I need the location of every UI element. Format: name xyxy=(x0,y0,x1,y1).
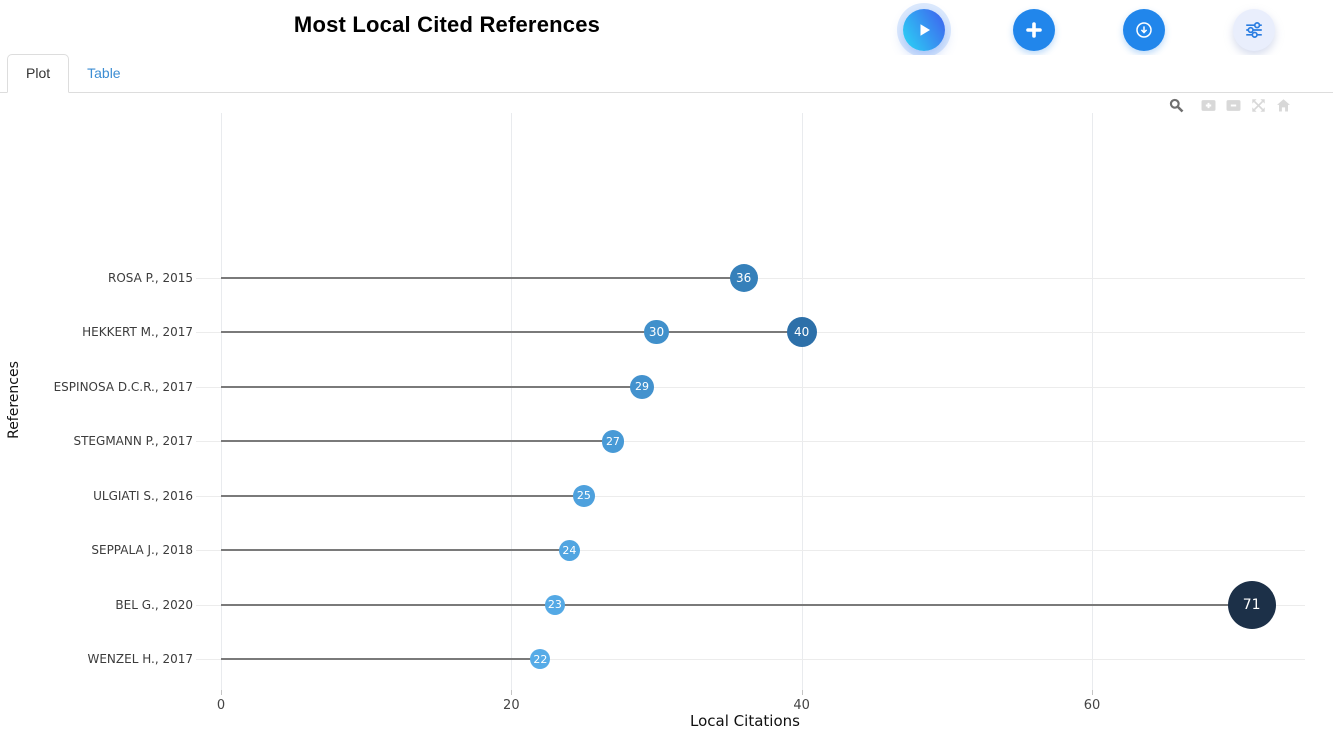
y-axis-category-label: HEKKERT M., 2017 xyxy=(82,325,193,340)
lollipop-stem xyxy=(221,549,570,552)
y-axis-category-label: STEGMANN P., 2017 xyxy=(73,434,193,449)
tab-table[interactable]: Table xyxy=(87,65,121,81)
x-gridline xyxy=(221,113,222,690)
zoom-in-icon[interactable] xyxy=(1200,97,1216,113)
y-gridline xyxy=(196,496,1305,497)
lollipop-stem xyxy=(221,385,642,388)
x-tick xyxy=(801,690,803,695)
lollipop-stem xyxy=(221,276,744,279)
x-gridline xyxy=(1092,113,1093,690)
download-circle-icon xyxy=(1135,21,1153,39)
sliders-icon xyxy=(1244,20,1264,40)
x-tick-label: 60 xyxy=(1083,698,1101,713)
lollipop-stem xyxy=(221,440,613,443)
x-tick-label: 40 xyxy=(793,698,810,713)
y-axis-title: References xyxy=(6,361,22,439)
page-title: Most Local Cited References xyxy=(293,12,601,37)
plus-icon xyxy=(1025,21,1043,39)
y-axis-category-label: SEPPALA J., 2018 xyxy=(91,543,193,558)
x-tick xyxy=(511,690,513,695)
download-button[interactable] xyxy=(1123,9,1165,51)
y-axis-category-label: ROSA P., 2015 xyxy=(108,270,193,285)
x-gridline xyxy=(511,113,513,690)
zoom-icon[interactable] xyxy=(1168,97,1184,113)
y-axis-category-label: WENZEL H., 2017 xyxy=(87,652,193,667)
data-point-marker[interactable]: 40 xyxy=(786,316,817,348)
add-button[interactable] xyxy=(1013,9,1055,51)
autoscale-icon[interactable] xyxy=(1250,97,1266,113)
lollipop-stem xyxy=(221,658,541,661)
data-point-marker[interactable]: 24 xyxy=(558,539,580,561)
zoom-out-icon[interactable] xyxy=(1225,97,1241,113)
play-icon xyxy=(915,21,933,39)
x-tick xyxy=(1092,690,1093,695)
data-point-marker[interactable]: 71 xyxy=(1227,580,1276,629)
y-gridline xyxy=(196,387,1305,388)
tab-plot[interactable]: Plot xyxy=(7,54,70,93)
data-point-marker[interactable]: 36 xyxy=(729,263,758,292)
run-button[interactable] xyxy=(903,9,945,51)
data-point-marker[interactable]: 29 xyxy=(629,374,654,399)
lollipop-stem xyxy=(221,603,1252,606)
reset-axes-icon[interactable] xyxy=(1275,97,1291,113)
x-tick xyxy=(221,690,222,695)
lollipop-stem xyxy=(221,494,584,497)
y-axis-category-label: BEL G., 2020 xyxy=(115,597,193,612)
header: Most Local Cited References xyxy=(0,0,1333,55)
y-gridline xyxy=(196,550,1305,551)
x-gridline xyxy=(801,113,803,690)
x-tick-label: 20 xyxy=(503,698,520,713)
y-axis-category-label: ULGIATI S., 2016 xyxy=(93,488,193,503)
data-point-marker[interactable]: 25 xyxy=(573,484,595,507)
data-point-marker[interactable]: 23 xyxy=(544,594,566,616)
y-gridline xyxy=(196,659,1305,660)
filters-button[interactable] xyxy=(1233,9,1275,51)
data-point-marker[interactable]: 27 xyxy=(601,429,625,453)
data-point-marker[interactable]: 30 xyxy=(644,319,669,345)
tab-bar: Plot Table xyxy=(0,54,1333,93)
x-axis-title: Local Citations xyxy=(690,712,800,730)
y-axis-category-label: ESPINOSA D.C.R., 2017 xyxy=(53,379,193,394)
x-tick-label: 0 xyxy=(216,698,226,713)
lollipop-stem xyxy=(221,331,802,334)
data-point-marker[interactable]: 22 xyxy=(530,649,551,670)
y-gridline xyxy=(196,441,1305,442)
plotly-modebar xyxy=(1168,97,1300,113)
